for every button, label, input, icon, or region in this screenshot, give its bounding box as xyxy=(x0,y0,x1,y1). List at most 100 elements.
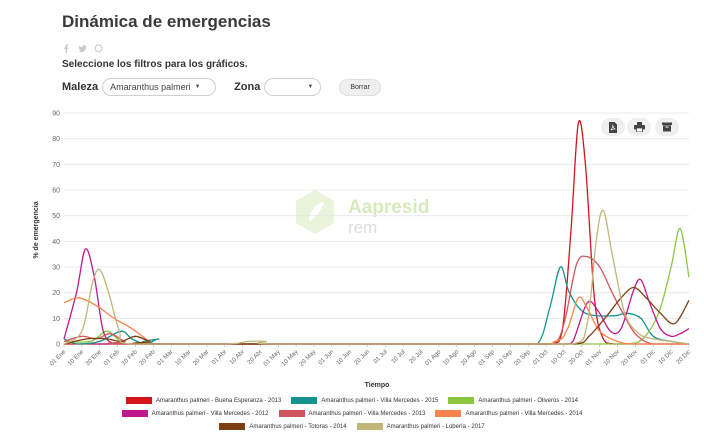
x-tick-label: 20 Jul xyxy=(408,348,425,365)
print-icon xyxy=(633,122,645,132)
filters-bar: Maleza Amaranthus palmeri ▼ Zona ▼ Borra… xyxy=(62,78,381,96)
x-tick-label: 01 Jun xyxy=(317,348,335,366)
x-tick-label: 01 Nov xyxy=(584,348,603,367)
x-tick-label: 20 Sep xyxy=(513,348,532,367)
print-button[interactable] xyxy=(627,118,651,136)
archive-button[interactable] xyxy=(655,118,679,136)
legend-swatch xyxy=(219,423,246,430)
x-tick-label: 20 Mar xyxy=(192,348,211,367)
x-tick-label: 01 Ene xyxy=(49,348,68,367)
series-line-8[interactable] xyxy=(63,209,690,345)
legend-swatch xyxy=(435,410,462,417)
legend-label: Amaranthus palmeri - Villa Mercedes - 20… xyxy=(151,410,269,417)
legend-swatch xyxy=(291,397,318,404)
x-tick-label: 01 Sep xyxy=(477,348,496,367)
zona-select[interactable]: ▼ xyxy=(264,78,322,96)
legend-item[interactable]: Amaranthus palmeri - Villa Mercedes - 20… xyxy=(291,397,438,404)
page-title: Dinámica de emergencias xyxy=(62,12,271,31)
x-tick-label: 10 May xyxy=(280,348,300,368)
legend-item[interactable]: Amaranthus palmeri - Lobería - 2017 xyxy=(356,423,485,430)
y-tick-label: 20 xyxy=(52,290,60,297)
x-axis-label: Tiempo xyxy=(365,382,390,389)
legend-item[interactable]: Amaranthus palmeri - Totoras - 2014 xyxy=(219,423,347,430)
legend-row: Amaranthus palmeri - Totoras - 2014 Amara… xyxy=(0,423,704,430)
y-tick-label: 10 xyxy=(52,316,60,323)
y-tick-label: 50 xyxy=(52,213,60,220)
y-tick-label: 0 xyxy=(56,342,60,349)
x-tick-label: 10 Jun xyxy=(335,348,353,366)
y-tick-label: 40 xyxy=(52,239,60,246)
x-tick-label: 10 Sep xyxy=(495,348,514,367)
archive-icon xyxy=(662,122,672,132)
y-tick-label: 60 xyxy=(52,188,60,195)
chart-series xyxy=(63,120,690,345)
x-tick-label: 01 Abr xyxy=(211,348,229,366)
legend-item[interactable]: Amaranthus palmeri - Oliveros - 2014 xyxy=(448,397,578,404)
twitter-icon[interactable] xyxy=(78,40,87,53)
x-tick-label: 20 Abr xyxy=(246,348,264,366)
legend-label: Amaranthus palmeri - Oliveros - 2014 xyxy=(478,397,579,404)
x-axis: 01 Ene 10 Ene 20 Ene 01 Feb 10 Feb 20 Feb 01 M… xyxy=(49,344,692,368)
x-tick-label: 01 Jul xyxy=(372,348,389,365)
chevron-down-icon: ▼ xyxy=(194,84,201,90)
y-tick-label: 90 xyxy=(52,111,60,118)
x-tick-label: 10 Abr xyxy=(228,348,246,366)
chart-grid xyxy=(64,112,689,345)
filters-instruction: Seleccione los filtros para los gráficos… xyxy=(62,59,248,70)
legend-item[interactable]: Amaranthus palmeri - Villa Mercedes - 20… xyxy=(278,410,426,417)
x-tick-label: 10 Ene xyxy=(66,348,85,367)
x-tick-label: 10 Mar xyxy=(174,348,193,367)
x-tick-label: 01 Feb xyxy=(102,348,121,367)
x-tick-label: 20 Ene xyxy=(84,348,103,367)
maleza-select[interactable]: Amaranthus palmeri ▼ xyxy=(102,78,217,96)
legend-label: Amaranthus palmeri - Lobería - 2017 xyxy=(386,423,485,430)
whatsapp-icon[interactable] xyxy=(94,40,103,53)
x-tick-label: 20 Jun xyxy=(353,348,371,366)
x-tick-label: 10 Oct xyxy=(550,348,568,366)
legend-item[interactable]: Amaranthus palmeri - Villa Mercedes - 20… xyxy=(121,410,269,417)
legend-label: Amaranthus palmeri - Villa Mercedes - 20… xyxy=(465,410,583,417)
y-axis: 0 10 20 30 40 50 60 70 80 90 xyxy=(52,111,60,349)
legend-swatch xyxy=(121,410,148,417)
x-tick-label: 10 Nov xyxy=(602,348,621,367)
facebook-icon[interactable] xyxy=(62,40,71,53)
x-tick-label: 20 Feb xyxy=(138,348,157,367)
watermark-name: Aapresid xyxy=(348,197,429,218)
legend-label: Amaranthus palmeri - Totoras - 2014 xyxy=(249,423,347,430)
legend-row: Amaranthus palmeri - Buena Esperanza - 2… xyxy=(0,397,704,404)
zona-label: Zona xyxy=(234,81,261,93)
series-line-4[interactable] xyxy=(63,248,690,345)
x-tick-label: 20 Dic xyxy=(675,348,692,365)
watermark: Aapresid rem xyxy=(296,190,429,237)
legend-swatch xyxy=(448,397,475,404)
legend-item[interactable]: Amaranthus palmeri - Villa Mercedes - 20… xyxy=(435,410,582,417)
export-pdf-button[interactable] xyxy=(601,118,625,136)
x-tick-label: 01 Oct xyxy=(532,348,550,366)
x-tick-label: 10 Ago xyxy=(442,348,461,367)
x-tick-label: 10 Dic xyxy=(657,348,674,365)
x-tick-label: 01 Mar xyxy=(156,348,175,367)
x-tick-label: 01 Dic xyxy=(639,348,656,365)
legend-label: Amaranthus palmeri - Buena Esperanza - 2… xyxy=(155,397,282,404)
x-tick-label: 01 Ago xyxy=(424,348,443,367)
y-tick-label: 30 xyxy=(52,265,60,272)
legend-row: Amaranthus palmeri - Villa Mercedes - 20… xyxy=(0,410,704,417)
legend-swatch xyxy=(278,410,305,417)
x-tick-label: 20 Ago xyxy=(460,348,479,367)
x-tick-label: 20 Nov xyxy=(620,348,639,367)
borrar-button[interactable]: Borrar xyxy=(339,78,381,96)
legend-label: Amaranthus palmeri - Villa Mercedes - 20… xyxy=(308,410,426,417)
y-tick-label: 80 xyxy=(52,136,60,143)
social-share xyxy=(62,40,103,53)
legend-label: Amaranthus palmeri - Villa Mercedes - 20… xyxy=(321,397,439,404)
y-tick-label: 70 xyxy=(52,162,60,169)
chevron-down-icon: ▼ xyxy=(307,84,314,90)
legend-swatch xyxy=(356,423,383,430)
x-tick-label: 20 Oct xyxy=(567,348,585,366)
maleza-label: Maleza xyxy=(62,81,99,93)
watermark-sub: rem xyxy=(348,218,377,237)
x-tick-label: 10 Feb xyxy=(120,348,139,367)
legend-item[interactable]: Amaranthus palmeri - Buena Esperanza - 2… xyxy=(125,397,282,404)
x-tick-label: 20 May xyxy=(298,348,318,368)
